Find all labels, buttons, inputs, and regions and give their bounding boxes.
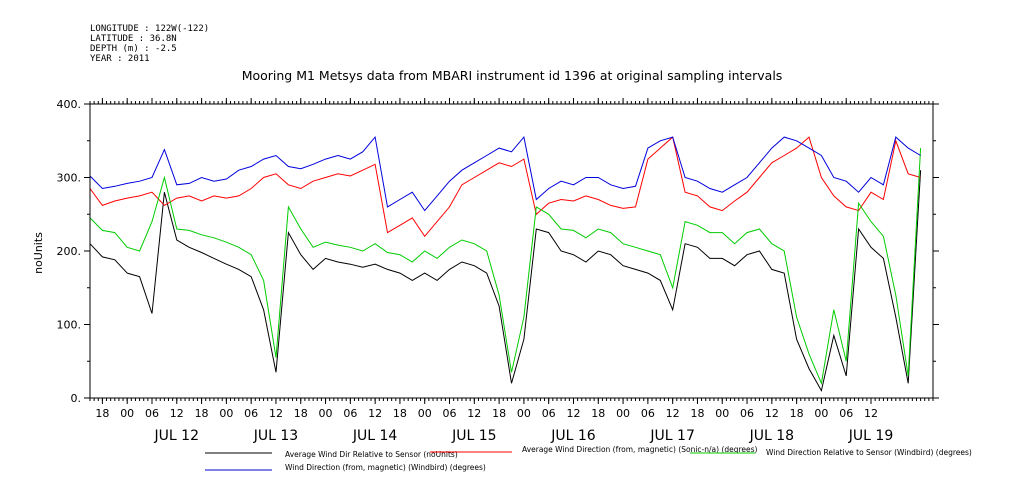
x-tick-label: 12 (566, 407, 580, 420)
series-line-0 (89, 170, 922, 392)
x-tick-label: 06 (145, 407, 159, 420)
meta-longitude: LONGITUDE : 122W(-122) (90, 24, 209, 34)
x-date-label: JUL 15 (451, 428, 496, 444)
meta-year: YEAR : 2011 (90, 54, 150, 64)
legend-label-0: Average Wind Dir Relative to Sensor (noU… (285, 450, 458, 459)
x-tick-label: 00 (219, 407, 233, 420)
x-tick-label: 00 (319, 407, 333, 420)
x-tick-label: 00 (814, 407, 828, 420)
x-tick-label: 18 (690, 407, 704, 420)
x-tick-label: 06 (343, 407, 357, 420)
x-tick-label: 06 (641, 407, 655, 420)
series-line-3 (89, 135, 921, 212)
legend-label-3: Wind Direction (from, magnetic) (Windbir… (285, 463, 486, 472)
meta-depth: DEPTH (m) : -2.5 (90, 44, 177, 54)
x-tick-label: 12 (269, 407, 283, 420)
x-tick-label: 12 (170, 407, 184, 420)
x-tick-label: 06 (244, 407, 258, 420)
series-line-1 (89, 136, 921, 238)
meta-latitude: LATITUDE : 36.8N (90, 34, 177, 44)
x-tick-label: 18 (492, 407, 506, 420)
x-tick-label: 00 (517, 407, 531, 420)
x-tick-label: 12 (666, 407, 680, 420)
x-date-label: JUL 17 (649, 428, 694, 444)
x-tick-label: 18 (95, 407, 109, 420)
series-line-2 (89, 148, 922, 386)
x-tick-label: 18 (591, 407, 605, 420)
x-tick-label: 06 (740, 407, 754, 420)
x-tick-label: 00 (120, 407, 134, 420)
y-tick-label: 0. (71, 392, 82, 405)
y-tick-label: 300. (57, 172, 82, 185)
x-tick-label: 18 (790, 407, 804, 420)
x-tick-label: 06 (839, 407, 853, 420)
x-tick-label: 12 (765, 407, 779, 420)
x-tick-label: 00 (616, 407, 630, 420)
x-date-label: JUL 19 (848, 428, 893, 444)
x-tick-label: 12 (864, 407, 878, 420)
x-date-label: JUL 14 (352, 428, 398, 444)
x-date-label: JUL 12 (154, 428, 199, 444)
y-tick-label: 400. (57, 98, 82, 111)
x-tick-label: 06 (443, 407, 457, 420)
legend: Average Wind Dir Relative to Sensor (noU… (205, 445, 972, 472)
x-tick-label: 06 (542, 407, 556, 420)
series-layer (89, 135, 922, 392)
x-tick-label: 18 (294, 407, 308, 420)
legend-label-2: Wind Direction Relative to Sensor (Windb… (766, 448, 972, 457)
y-axis-label: noUnits (32, 232, 45, 274)
x-tick-label: 12 (467, 407, 481, 420)
x-tick-label: 00 (715, 407, 729, 420)
plot-frame (89, 103, 934, 399)
x-date-label: JUL 16 (550, 428, 596, 444)
x-date-label: JUL 18 (749, 428, 794, 444)
tick-layer: 0. 100. 200. 300. 400. 18 00 06 12 18 00 06 12 18 00 06… (57, 98, 939, 444)
x-tick-label: 12 (368, 407, 382, 420)
chart-title: Mooring M1 Metsys data from MBARI instru… (242, 68, 783, 83)
y-tick-label: 200. (57, 245, 82, 258)
legend-label-1: Average Wind Direction (from, magnetic) … (522, 445, 758, 454)
x-tick-label: 00 (418, 407, 432, 420)
y-tick-label: 100. (57, 319, 82, 332)
x-date-label: JUL 13 (253, 428, 298, 444)
metadata-block: LONGITUDE : 122W(-122) LATITUDE : 36.8N … (90, 24, 209, 64)
x-tick-label: 18 (393, 407, 407, 420)
x-tick-label: 18 (195, 407, 209, 420)
